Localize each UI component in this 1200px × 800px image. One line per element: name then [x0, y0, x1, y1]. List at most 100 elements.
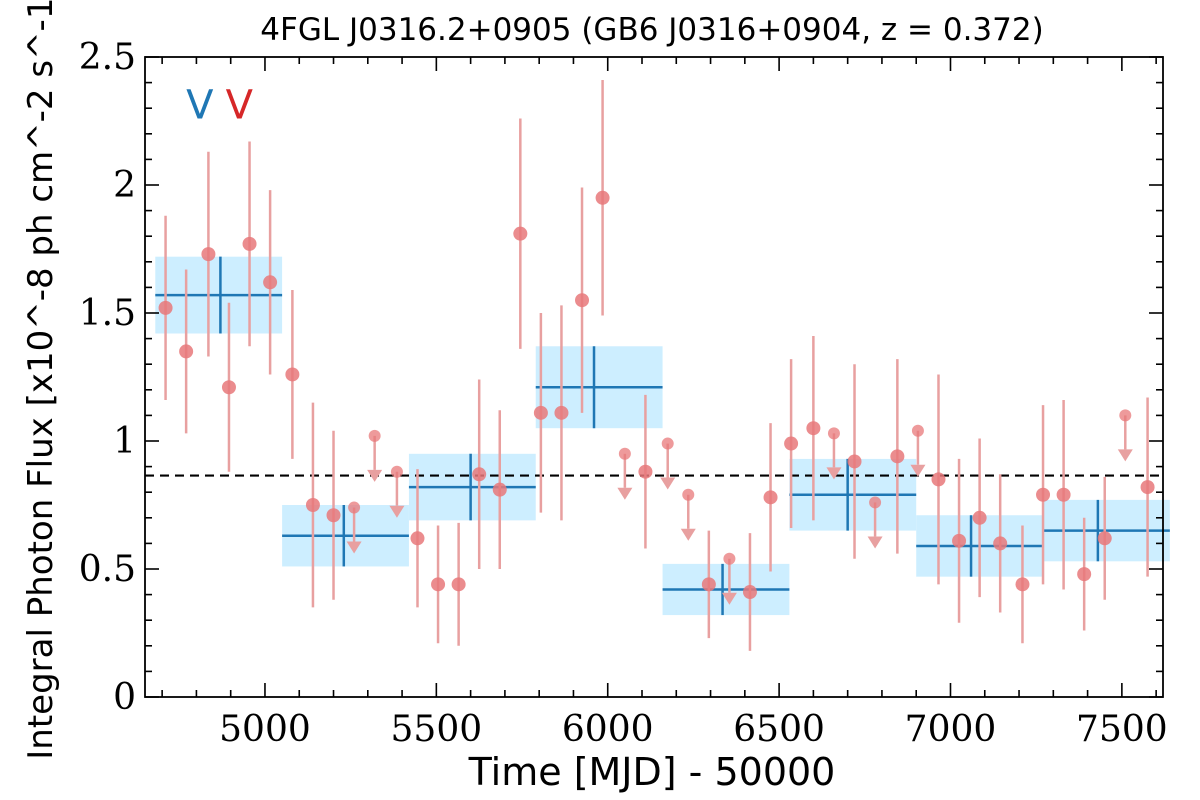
flux-marker	[492, 482, 507, 497]
flux-point	[242, 141, 257, 347]
flux-point	[931, 374, 946, 585]
flux-marker	[763, 490, 778, 505]
flux-points-layer	[158, 80, 1155, 651]
upper-limit	[346, 501, 362, 554]
flux-marker	[1140, 480, 1155, 495]
y-tick-label: 1	[113, 421, 136, 462]
upper-limit-marker	[1119, 409, 1132, 422]
flux-point	[993, 474, 1008, 613]
upper-limit	[826, 427, 842, 480]
upper-limit-marker	[390, 465, 403, 478]
flux-marker	[575, 293, 590, 308]
flux-point	[638, 394, 653, 549]
flux-point	[1056, 400, 1071, 590]
flux-point	[806, 336, 821, 521]
y-tick-label: 1.5	[79, 293, 136, 334]
upper-limit-arrow	[660, 477, 676, 490]
y-tick-label: 2.5	[79, 37, 136, 78]
flux-point	[451, 522, 466, 646]
x-tick-label: 6000	[562, 709, 654, 750]
flux-point	[533, 313, 548, 513]
upper-limit-arrow	[826, 467, 842, 480]
upper-limit-arrow	[721, 592, 737, 605]
flux-point	[431, 525, 446, 644]
flux-point	[952, 458, 967, 623]
flux-point	[201, 151, 216, 357]
flux-marker	[326, 508, 341, 523]
upper-limit-arrow	[867, 536, 883, 549]
upper-limit	[867, 496, 883, 549]
upper-limit-arrow	[346, 541, 362, 554]
plot-frame	[144, 56, 1164, 698]
upper-limit-marker	[869, 496, 882, 509]
flux-point	[221, 302, 236, 472]
flux-marker	[993, 536, 1008, 551]
x-tick-label: 5500	[391, 709, 483, 750]
flux-marker	[595, 190, 610, 205]
upper-limit	[389, 465, 405, 518]
upper-limit	[617, 447, 633, 500]
flux-marker	[410, 531, 425, 546]
flux-marker	[451, 577, 466, 592]
flux-point	[410, 469, 425, 608]
flux-marker	[179, 344, 194, 359]
y-axis-label: Integral Photon Flux [x10^-8 ph cm^-2 s^…	[21, 0, 61, 760]
flare-marker-label: V	[226, 82, 254, 128]
flare-marker-label: V	[186, 82, 214, 128]
flux-point	[1140, 397, 1155, 577]
flux-marker	[305, 498, 320, 512]
flux-point	[763, 423, 778, 572]
flux-point	[575, 187, 590, 413]
flux-point	[847, 364, 862, 559]
flux-point	[890, 359, 905, 554]
flux-marker	[533, 405, 548, 420]
x-tick-label: 6500	[733, 709, 825, 750]
flux-marker	[1077, 567, 1092, 582]
upper-limit-arrow	[617, 487, 633, 500]
flux-marker	[554, 405, 569, 420]
upper-limit-marker	[368, 429, 381, 442]
flux-point	[179, 269, 194, 434]
flux-point	[972, 438, 987, 598]
flux-point	[1036, 405, 1051, 585]
upper-limit	[1117, 409, 1133, 462]
binned-flux-layer	[155, 256, 1170, 616]
flux-point	[554, 305, 569, 521]
flux-marker	[784, 436, 799, 451]
flux-point	[305, 402, 320, 608]
flux-point	[158, 215, 173, 401]
flux-marker	[742, 585, 757, 600]
flux-bin	[408, 453, 536, 521]
x-tick-label: 5000	[219, 709, 311, 750]
flux-marker	[431, 577, 446, 592]
upper-limit	[910, 424, 926, 477]
flux-point	[472, 379, 487, 569]
flux-point	[701, 530, 716, 639]
flux-point	[513, 118, 528, 349]
chart-title: 4FGL J0316.2+0905 (GB6 J0316+0904, z = 0…	[260, 12, 1043, 48]
y-tick-label: 0.5	[79, 549, 136, 590]
flux-marker	[513, 226, 528, 241]
flux-marker	[263, 275, 278, 290]
flux-point	[326, 430, 341, 600]
flux-marker	[847, 454, 862, 469]
upper-limit	[680, 488, 696, 541]
upper-limit-marker	[661, 437, 674, 450]
flux-marker	[890, 449, 905, 464]
flux-point	[1097, 476, 1112, 600]
flux-point	[1015, 525, 1030, 644]
axis-ticks-layer: 5000 5500 6000 6500 7000 7500 0 0.5 1 1.5 2 2.5	[79, 37, 1168, 750]
flux-marker	[1036, 487, 1051, 502]
x-tick-label: 7500	[1076, 709, 1168, 750]
flux-marker	[201, 247, 216, 262]
flux-marker	[701, 577, 716, 592]
flux-marker	[972, 510, 987, 525]
upper-limit-marker	[723, 552, 736, 565]
flux-bin	[662, 563, 790, 616]
upper-limit-marker	[911, 424, 924, 437]
y-tick-label: 0	[113, 677, 136, 718]
flux-marker	[952, 533, 967, 548]
flux-marker	[158, 300, 173, 315]
